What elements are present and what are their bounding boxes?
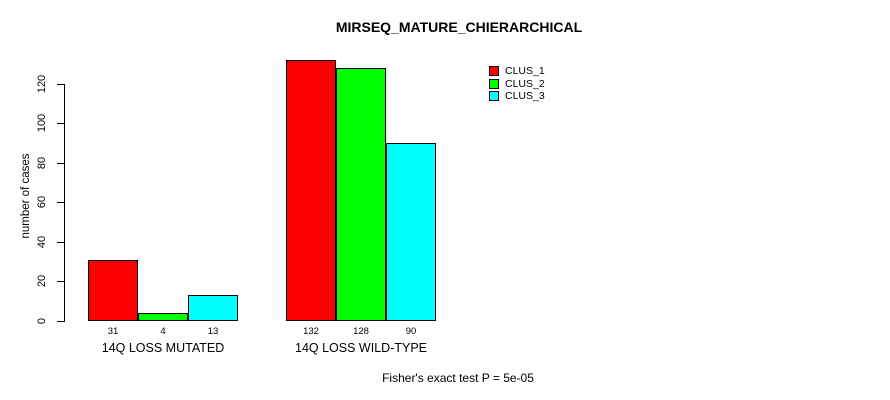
bar-value-label: 132: [303, 326, 319, 337]
bar-clus_1-2: [286, 59, 336, 321]
y-axis-label: number of cases: [20, 153, 32, 239]
stat-caption: Fisher's exact test P = 5e-05: [382, 371, 534, 385]
y-axis-tick: [57, 321, 64, 322]
bar-value-label: 128: [353, 326, 369, 337]
y-axis-tick: [57, 83, 64, 85]
bar-value-label: 4: [160, 326, 166, 337]
y-axis-tick: [57, 162, 64, 164]
category-label: 14Q LOSS MUTATED: [101, 341, 225, 355]
legend-label-clus_1: CLUS_1: [505, 65, 545, 77]
bar-value-label: 13: [207, 326, 219, 337]
bar-clus_3-1: [188, 295, 238, 321]
y-axis-tick: [57, 123, 64, 125]
y-axis-tick-label: 0: [36, 317, 48, 325]
legend-swatch-clus_2: [489, 78, 499, 89]
y-axis-tick-label: 40: [36, 235, 48, 249]
bar-clus_1-1: [88, 259, 138, 321]
y-axis-tick: [57, 202, 64, 204]
y-axis-tick-label: 120: [36, 74, 48, 93]
bar-clus_2-1: [138, 313, 188, 321]
legend-label-clus_2: CLUS_2: [505, 77, 545, 90]
legend-swatch-clus_1: [489, 66, 499, 76]
bar-clus_2-2: [336, 67, 386, 321]
chart-title: MIRSEQ_MATURE_CHIERARCHICAL: [335, 19, 583, 35]
y-axis-tick-label: 20: [36, 275, 48, 288]
bar-value-label: 31: [107, 326, 119, 337]
category-label: 14Q LOSS WILD-TYPE: [295, 341, 427, 355]
legend-swatch-clus_3: [489, 91, 499, 101]
y-axis-tick-label: 80: [36, 156, 48, 169]
y-axis-tick-label: 60: [36, 196, 48, 209]
y-axis-line: [64, 83, 65, 322]
y-axis-tick: [57, 281, 64, 283]
bar-clus_3-2: [386, 143, 436, 321]
y-axis-tick-label: 100: [36, 114, 48, 133]
legend-label-clus_3: CLUS_3: [505, 90, 545, 102]
y-axis-tick: [57, 241, 64, 243]
bar-value-label: 90: [405, 326, 417, 337]
